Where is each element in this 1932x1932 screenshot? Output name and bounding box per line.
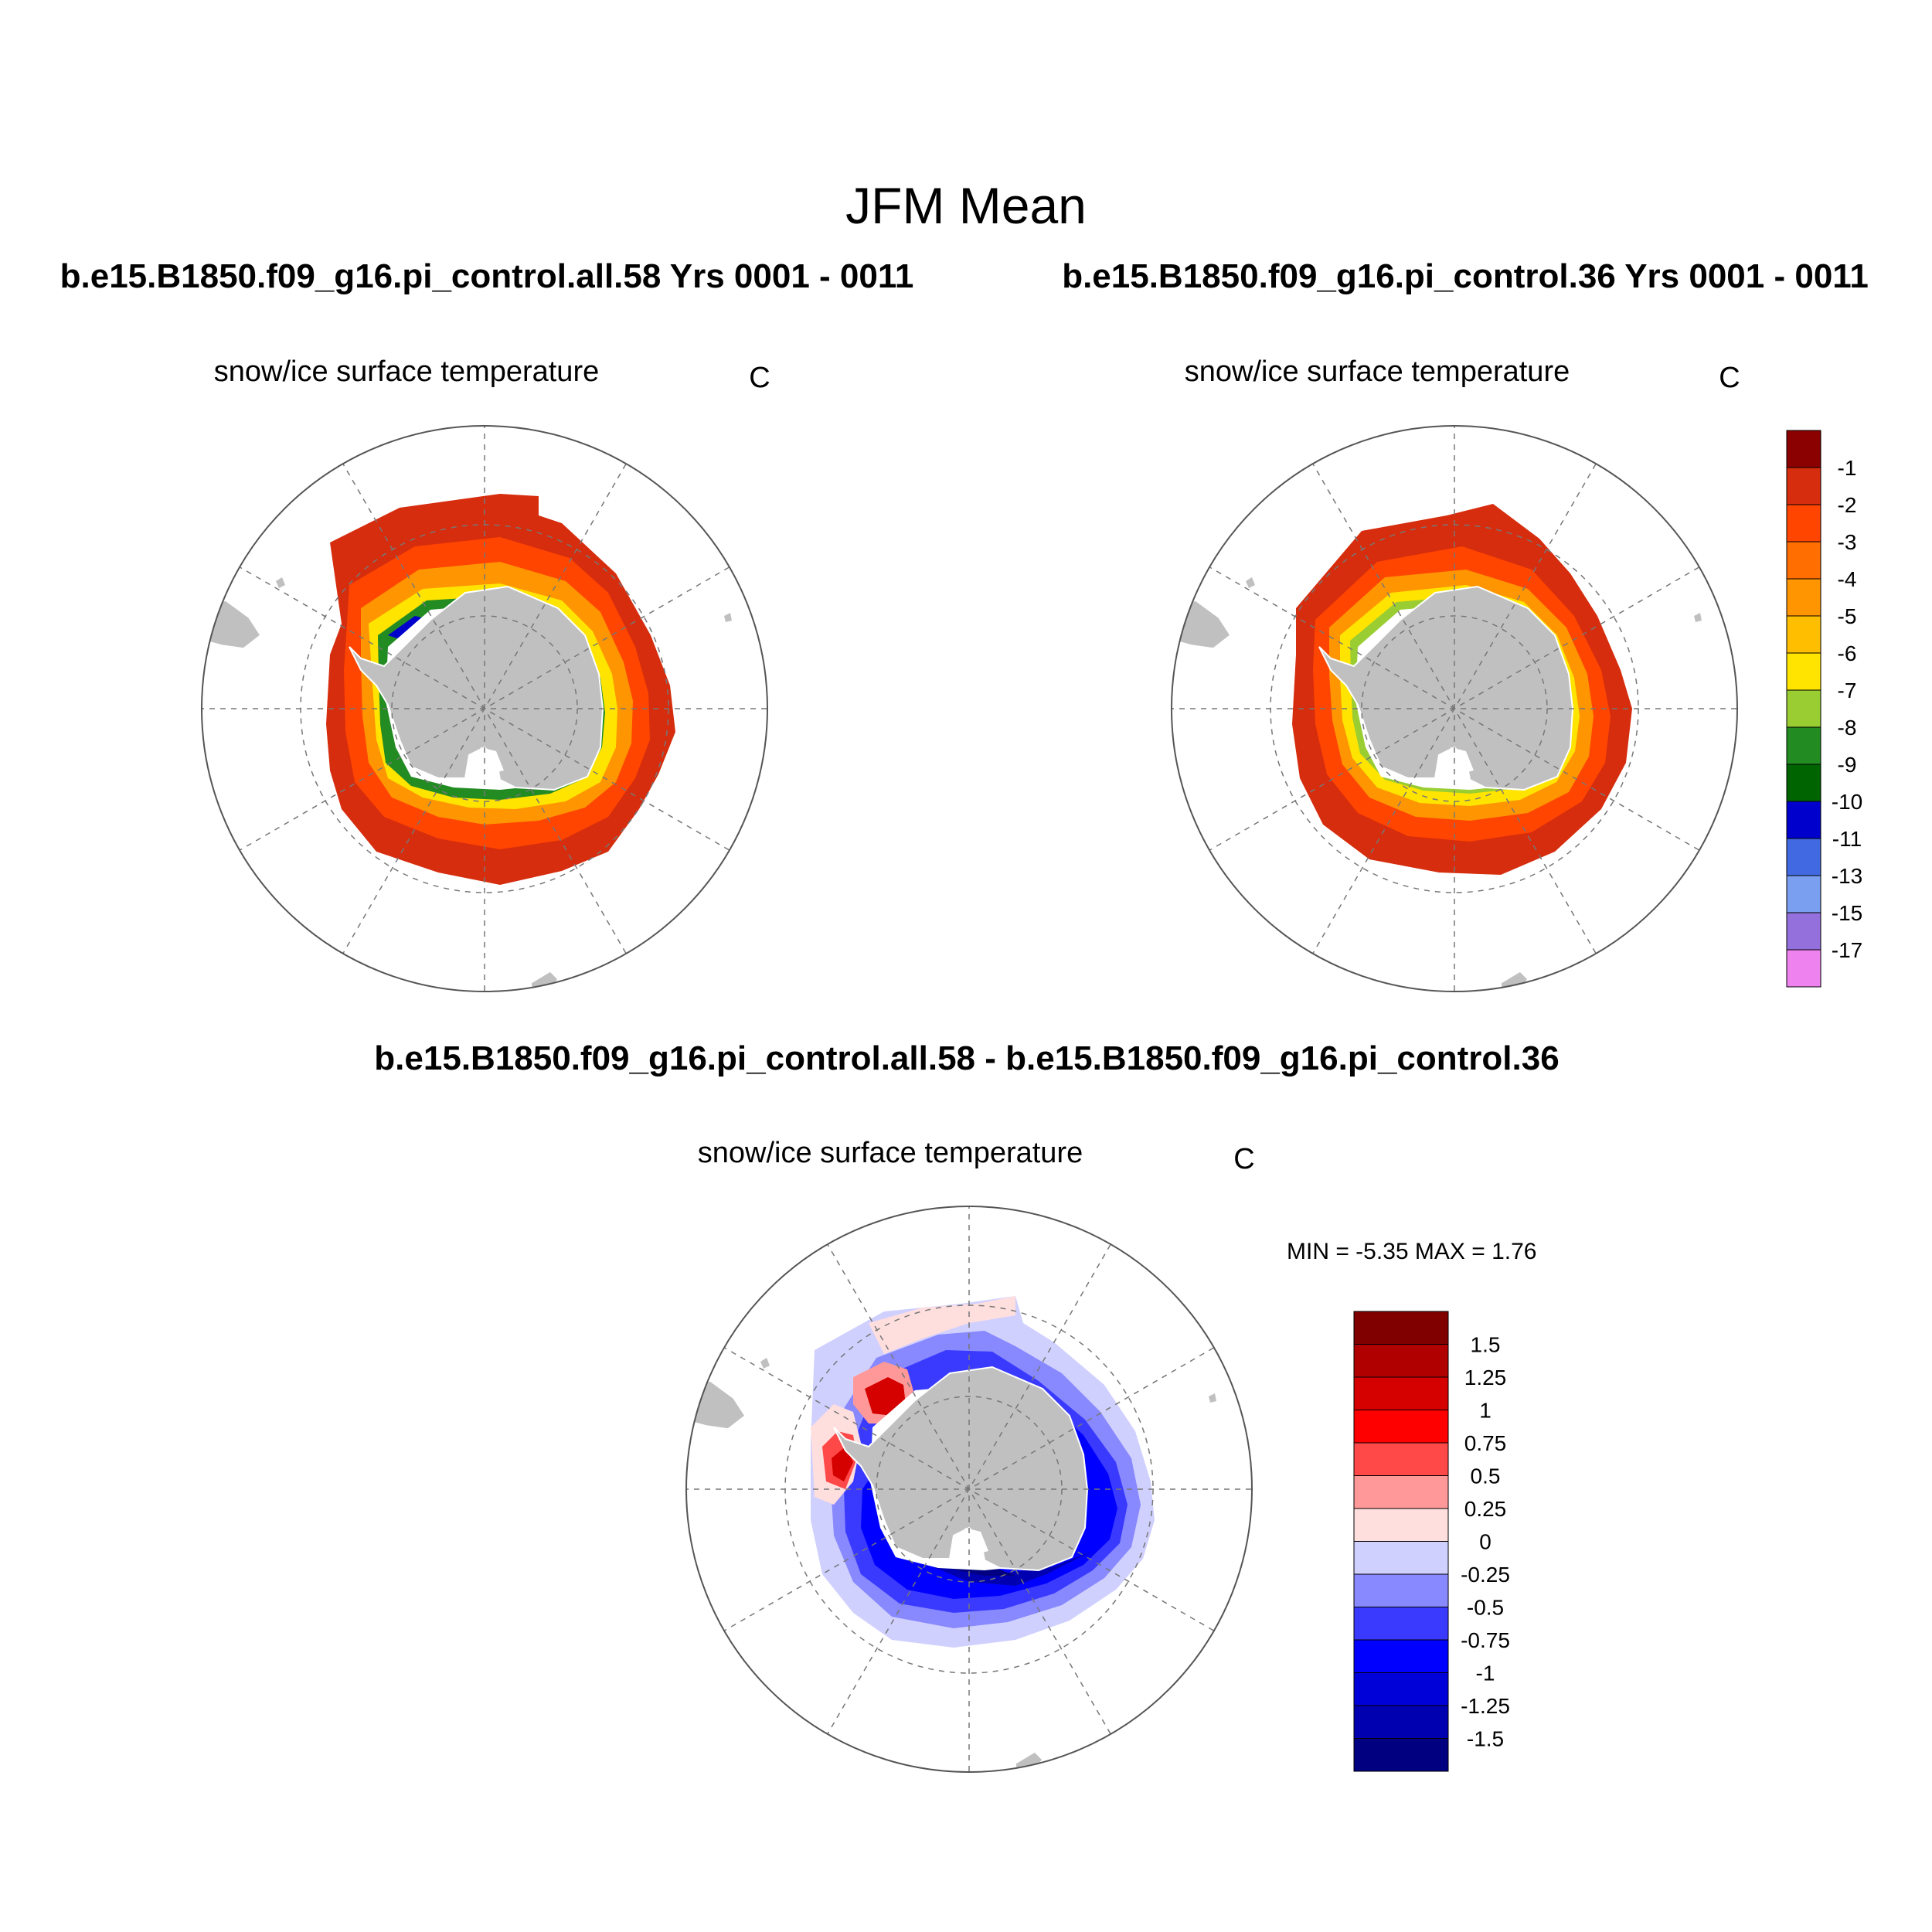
colorbar-mean-box [1786,578,1821,617]
map-boundary [685,1206,1253,1773]
colorbar-diff-box [1353,1410,1449,1444]
panel-3-units-label: C [1233,1143,1255,1175]
colorbar-diff-box [1353,1508,1449,1542]
colorbar-mean-label: -2 [1838,493,1857,517]
colorbar-diff-label: -1 [1476,1661,1495,1685]
colorbar-mean-box [1786,689,1821,728]
colorbar-diff-label: -0.5 [1467,1595,1504,1619]
antarctica-land [1318,585,1574,791]
panel-2-units-label: C [1719,362,1740,394]
colorbar-mean-box [1786,467,1821,505]
kerguelen-land [724,613,732,622]
antarctica-land [833,1366,1089,1572]
colorbar-diff-box [1353,1738,1449,1772]
colorbar-diff-label: -0.75 [1461,1628,1510,1652]
colorbar-diff-box [1353,1573,1449,1607]
graticule [202,426,767,992]
colorbar-mean-label: -7 [1838,679,1857,702]
diff-band-red-2 [832,1447,853,1481]
colorbar-mean-box [1786,801,1821,839]
colorbar-mean-label: -15 [1832,901,1862,925]
panel-2-case-title: b.e15.B1850.f09_g16.pi_control.36 Yrs 00… [1062,257,1869,295]
colorbar-mean-label: -9 [1838,753,1857,777]
antarctica-land [349,585,604,791]
colorbar-mean-box [1786,764,1821,802]
colorbar-diff-label: 0.5 [1471,1464,1501,1488]
colorbar-mean-box [1786,726,1821,765]
colorbar-mean-box [1786,949,1821,988]
colorbar-diff-label: -1.5 [1467,1726,1504,1750]
panel-1-units-label: C [749,362,770,394]
south-america-land [202,600,262,649]
colorbar-diff-label: 1 [1479,1398,1492,1422]
colorbar-diff-box [1353,1475,1449,1509]
map-panel-1 [201,425,768,992]
colorbar-mean-box [1786,430,1821,468]
kerguelen-land [1209,1393,1216,1403]
colorbar-diff-box [1353,1639,1449,1673]
colorbar-mean-label: -8 [1838,716,1857,740]
colorbar-diff-label: 0.75 [1464,1431,1507,1455]
colorbar-mean-label: -17 [1832,938,1862,962]
colorbar-diff-box [1353,1672,1449,1706]
colorbar-mean-box [1786,652,1821,691]
graticule [686,1206,1252,1772]
ross-ice-shelf [1445,747,1474,774]
colorbar-mean-box [1786,541,1821,580]
panel-2-variable-label: snow/ice surface temperature [1184,355,1570,388]
colorbar-diff-label: 1.25 [1464,1366,1507,1389]
colorbar-mean-box [1786,615,1821,654]
colorbar-mean-label: -10 [1832,790,1862,814]
panel-1-variable-label: snow/ice surface temperature [213,355,600,388]
colorbar-mean-box [1786,912,1821,951]
colorbar-difference: 1.5 1.25 1 0.75 0.5 0.25 0 -0.25 -0.5 -0.75 -1 -1.2… [1353,1311,1510,1772]
diff-band-dark-blue [892,1528,1104,1586]
colorbar-mean-label: -1 [1838,456,1857,480]
ross-ice-shelf [475,747,504,774]
colorbar-diff-box [1353,1705,1449,1739]
colorbar-mean-label: -5 [1838,604,1857,628]
colorbar-mean-label: -4 [1838,567,1857,591]
diff-band-pale-pink [869,1296,1015,1354]
colorbar-mean: -1 -2 -3 -4 -5 -6 -7 -8 -9 -10 -11 -13 -15 -17 [1786,430,1862,988]
kerguelen-land [1694,613,1702,622]
colorbar-diff-label: 1.5 [1471,1332,1501,1356]
falklands-land [276,577,285,588]
south-america-land [1172,600,1232,649]
map-boundary [1171,425,1738,992]
colorbar-diff-box [1353,1541,1449,1575]
figure-title: JFM Mean [845,177,1087,234]
colorbar-diff-box [1353,1442,1449,1476]
colorbar-diff-box [1353,1344,1449,1378]
colorbar-mean-label: -6 [1838,641,1857,665]
colorbar-diff-label: -1.25 [1461,1694,1510,1718]
map-panel-2 [1171,425,1738,992]
ross-ice-shelf [960,1528,988,1555]
south-america-land [686,1380,747,1430]
map-panel-3 [685,1206,1253,1773]
panel-3-minmax-label: MIN = -5.35 MAX = 1.76 [1287,1239,1537,1264]
diff-band-red-4 [865,1377,906,1416]
colorbar-mean-box [1786,875,1821,913]
colorbar-mean-label: -13 [1832,864,1862,888]
graticule [1172,426,1737,992]
colorbar-mean-box [1786,504,1821,543]
colorbar-mean-box [1786,838,1821,876]
panel-1-case-title: b.e15.B1850.f09_g16.pi_control.all.58 Yr… [60,257,914,295]
colorbar-diff-label: 0.25 [1464,1497,1507,1521]
colorbar-diff-label: -0.25 [1461,1563,1510,1587]
falklands-land [760,1358,770,1369]
colorbar-mean-label: -3 [1838,530,1857,554]
map-boundary [201,425,768,992]
colorbar-diff-label: 0 [1479,1529,1492,1553]
panel-3-variable-label: snow/ice surface temperature [697,1137,1083,1169]
colorbar-diff-box [1353,1311,1449,1345]
panel-3-case-title: b.e15.B1850.f09_g16.pi_control.all.58 - … [374,1039,1560,1077]
colorbar-diff-box [1353,1376,1449,1410]
colorbar-diff-box [1353,1607,1449,1641]
falklands-land [1246,577,1255,588]
colorbar-mean-label: -11 [1832,827,1862,851]
